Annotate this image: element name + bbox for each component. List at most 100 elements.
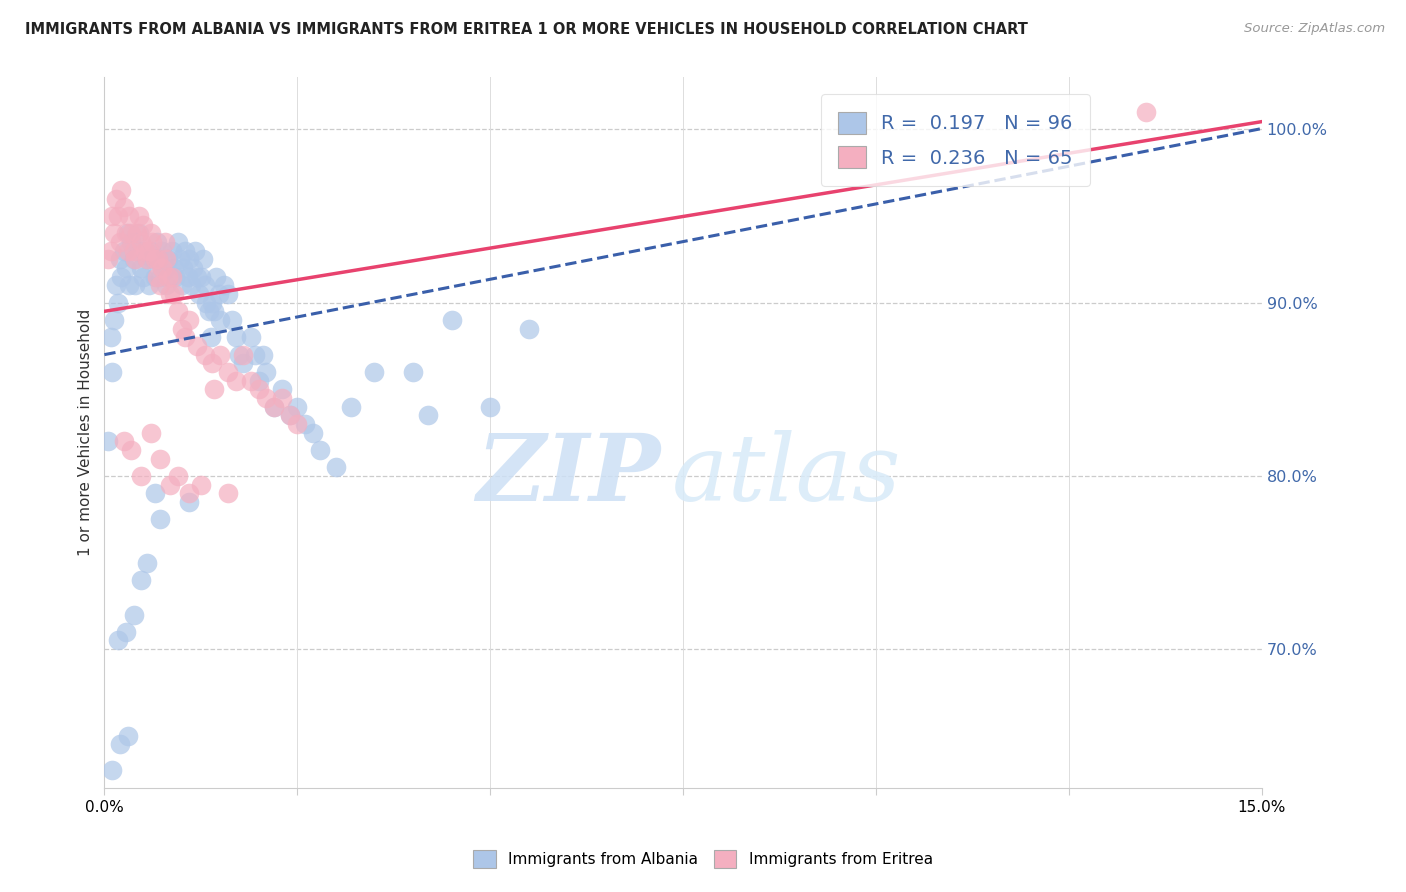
Point bbox=[363, 365, 385, 379]
Point bbox=[108, 235, 131, 249]
Point bbox=[174, 244, 197, 258]
Point bbox=[340, 400, 363, 414]
Point bbox=[194, 348, 217, 362]
Point bbox=[166, 469, 188, 483]
Point bbox=[197, 304, 219, 318]
Point bbox=[120, 442, 142, 457]
Point bbox=[115, 260, 138, 275]
Point bbox=[162, 269, 184, 284]
Point bbox=[194, 278, 217, 293]
Point bbox=[240, 330, 263, 344]
Point bbox=[232, 348, 254, 362]
Point bbox=[139, 244, 162, 258]
Point bbox=[294, 417, 316, 431]
Point bbox=[107, 633, 129, 648]
Point bbox=[112, 434, 135, 449]
Point bbox=[118, 278, 141, 293]
Point bbox=[149, 512, 172, 526]
Point bbox=[201, 356, 224, 370]
Point bbox=[97, 252, 120, 267]
Point bbox=[103, 227, 125, 241]
Point bbox=[134, 244, 156, 258]
Point bbox=[202, 382, 225, 396]
Point bbox=[179, 495, 201, 509]
Point bbox=[517, 321, 540, 335]
Point bbox=[115, 624, 138, 639]
Point bbox=[120, 227, 142, 241]
Point bbox=[107, 209, 129, 223]
Point bbox=[101, 764, 124, 778]
Point bbox=[135, 252, 157, 267]
Point bbox=[301, 425, 323, 440]
Point bbox=[97, 434, 120, 449]
Point bbox=[131, 469, 153, 483]
Point bbox=[186, 339, 208, 353]
Point bbox=[172, 260, 194, 275]
Point bbox=[166, 304, 188, 318]
Point bbox=[139, 425, 162, 440]
Point bbox=[117, 227, 139, 241]
Point bbox=[217, 486, 239, 500]
Point bbox=[156, 252, 179, 267]
Point bbox=[149, 269, 172, 284]
Point bbox=[187, 287, 209, 301]
Text: IMMIGRANTS FROM ALBANIA VS IMMIGRANTS FROM ERITREA 1 OR MORE VEHICLES IN HOUSEHO: IMMIGRANTS FROM ALBANIA VS IMMIGRANTS FR… bbox=[25, 22, 1028, 37]
Point bbox=[285, 417, 308, 431]
Point bbox=[169, 252, 191, 267]
Point bbox=[131, 235, 153, 249]
Point bbox=[112, 244, 135, 258]
Point bbox=[184, 244, 207, 258]
Point bbox=[240, 374, 263, 388]
Text: atlas: atlas bbox=[672, 430, 901, 520]
Point bbox=[122, 607, 145, 622]
Point bbox=[479, 400, 502, 414]
Point bbox=[110, 269, 132, 284]
Point bbox=[155, 278, 177, 293]
Point bbox=[221, 313, 243, 327]
Point bbox=[141, 235, 163, 249]
Point bbox=[115, 227, 138, 241]
Text: Source: ZipAtlas.com: Source: ZipAtlas.com bbox=[1244, 22, 1385, 36]
Point bbox=[124, 278, 146, 293]
Point bbox=[132, 269, 155, 284]
Point bbox=[143, 269, 166, 284]
Point bbox=[139, 227, 162, 241]
Point bbox=[325, 460, 347, 475]
Text: ZIP: ZIP bbox=[475, 430, 659, 520]
Point bbox=[174, 330, 197, 344]
Point bbox=[166, 235, 188, 249]
Point bbox=[124, 252, 146, 267]
Point bbox=[101, 209, 124, 223]
Point bbox=[153, 235, 176, 249]
Point bbox=[120, 235, 142, 249]
Point bbox=[138, 278, 160, 293]
Point bbox=[122, 252, 145, 267]
Point bbox=[232, 356, 254, 370]
Point bbox=[254, 365, 277, 379]
Point bbox=[170, 321, 193, 335]
Point bbox=[209, 348, 232, 362]
Point bbox=[278, 409, 301, 423]
Point bbox=[159, 269, 181, 284]
Point bbox=[252, 348, 274, 362]
Point bbox=[247, 374, 270, 388]
Point bbox=[125, 244, 148, 258]
Point bbox=[131, 260, 153, 275]
Point bbox=[108, 738, 131, 752]
Point bbox=[149, 278, 172, 293]
Point bbox=[179, 313, 201, 327]
Point bbox=[228, 348, 250, 362]
Point bbox=[278, 409, 301, 423]
Point bbox=[146, 269, 169, 284]
Point bbox=[207, 287, 229, 301]
Point bbox=[165, 269, 187, 284]
Point bbox=[1135, 105, 1157, 120]
Legend: Immigrants from Albania, Immigrants from Eritrea: Immigrants from Albania, Immigrants from… bbox=[465, 843, 941, 875]
Point bbox=[146, 235, 169, 249]
Point bbox=[149, 451, 172, 466]
Point bbox=[117, 729, 139, 743]
Point bbox=[159, 477, 181, 491]
Point bbox=[134, 244, 156, 258]
Point bbox=[107, 295, 129, 310]
Point bbox=[101, 365, 124, 379]
